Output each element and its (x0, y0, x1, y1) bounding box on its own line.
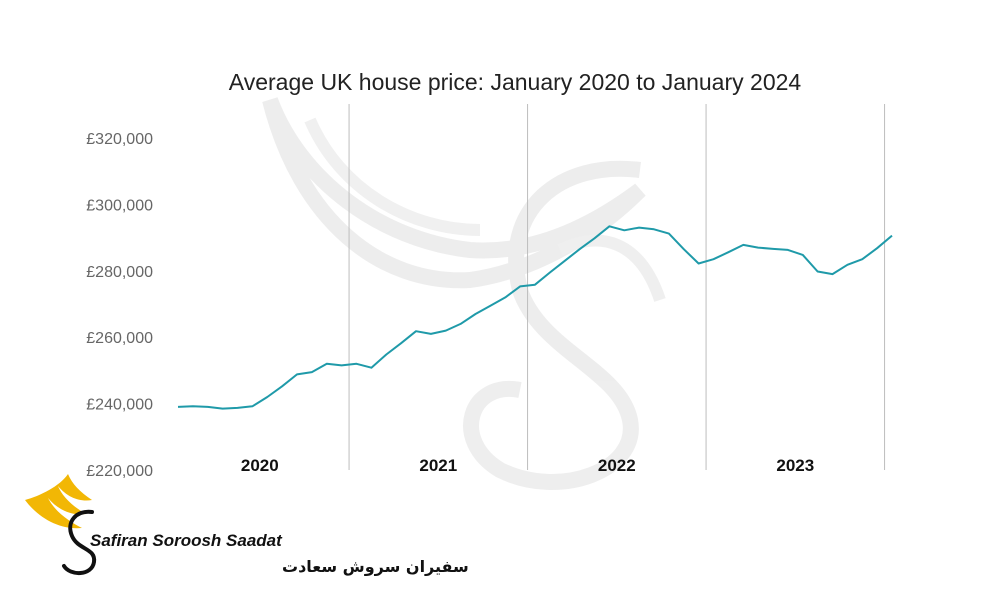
swan-logo-icon (62, 509, 97, 575)
year-separator-lines (348, 104, 886, 470)
year-label: 2023 (776, 456, 814, 475)
brand-name-en: Safiran Soroosh Saadat (90, 531, 283, 550)
y-tick-label: £240,000 (86, 397, 153, 414)
year-label: 2020 (241, 456, 279, 475)
y-axis-tick-labels: £220,000 £240,000 £260,000 £280,000 £300,000… (86, 131, 153, 480)
series-line-average-price (177, 225, 893, 410)
background-watermark (262, 97, 666, 490)
chart-title: Average UK house price: January 2020 to … (229, 69, 802, 95)
series-group (177, 225, 893, 410)
brand-name-fa: سفیران سروش سعادت (282, 557, 469, 576)
year-label: 2021 (419, 456, 457, 475)
y-tick-label: £320,000 (86, 131, 153, 148)
year-label: 2022 (598, 456, 636, 475)
year-labels: 2020 2021 2022 2023 (241, 456, 814, 475)
wing-logo-icon (25, 474, 92, 529)
y-tick-label: £260,000 (86, 330, 153, 347)
y-tick-label: £300,000 (86, 197, 153, 214)
y-tick-label: £220,000 (86, 463, 153, 480)
brand-logo: Safiran Soroosh Saadat سفیران سروش سعادت (25, 474, 469, 576)
y-tick-label: £280,000 (86, 264, 153, 281)
